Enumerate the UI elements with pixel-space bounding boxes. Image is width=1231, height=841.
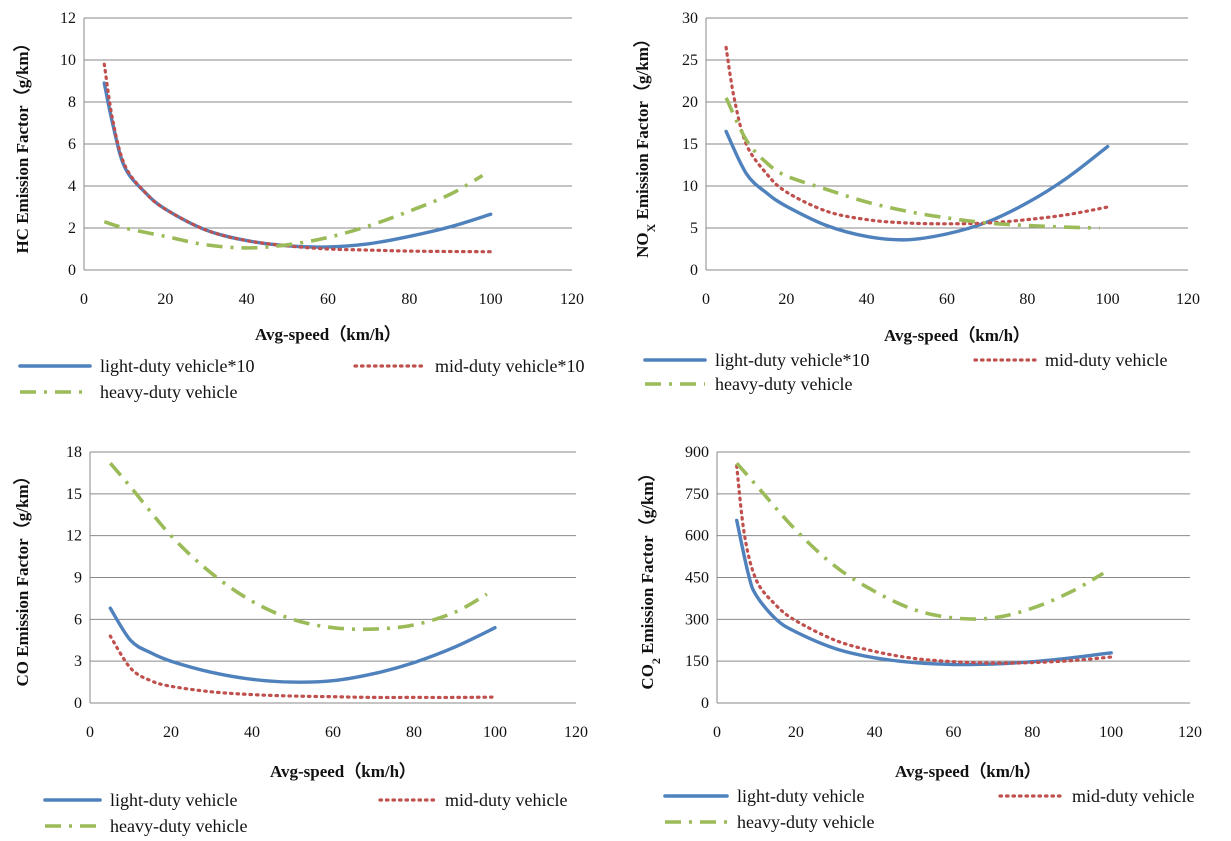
y-tick-label: 4 — [68, 178, 76, 195]
legend-label: mid-duty vehicle — [445, 790, 567, 810]
x-tick-label: 40 — [859, 291, 875, 308]
series-line-dotted — [102, 62, 493, 254]
legend-label: light-duty vehicle*10 — [100, 356, 254, 376]
y-tick-label: 12 — [60, 10, 76, 27]
x-tick-label: 20 — [778, 291, 794, 308]
y-tick-label: 25 — [682, 52, 698, 69]
y-axis-title: CO2 Emission Factor（g/km） — [637, 464, 663, 689]
series-line-solid — [735, 518, 1113, 667]
y-tick-label: 150 — [685, 653, 709, 670]
y-axis-title-part: NO — [633, 232, 652, 258]
x-tick-label: 100 — [483, 724, 507, 741]
y-tick-label: 20 — [682, 94, 698, 111]
x-tick-label: 80 — [406, 724, 422, 741]
y-tick-label: 30 — [682, 10, 698, 27]
legend-label: heavy-duty vehicle — [110, 816, 247, 836]
y-tick-label: 18 — [66, 444, 82, 461]
y-tick-label: 12 — [66, 528, 82, 545]
x-axis-title: Avg-speed（km/h） — [895, 761, 1041, 781]
y-tick-label: 0 — [68, 262, 76, 279]
chart-co: 0 3 6 9 12 15 18 0 20 40 60 80 100 120 Avg-speed（km/h）… — [12, 444, 588, 836]
y-tick-label: 0 — [690, 262, 698, 279]
series-line-solid — [108, 606, 497, 684]
x-tick-label: 20 — [157, 291, 173, 308]
y-axis-title: CO Emission Factor（g/km） — [12, 467, 32, 686]
y-tick-label: 8 — [68, 94, 76, 111]
y-axis-title: HC Emission Factor（g/km） — [12, 34, 32, 253]
x-tick-label: 120 — [564, 724, 588, 741]
x-tick-label: 120 — [1176, 291, 1200, 308]
chart-co2: 0 150 300 450 600 750 900 0 20 40 60 80 100 120 Avg-sp… — [637, 444, 1202, 832]
y-axis-title-rest: Emission Factor（g/km） — [637, 464, 657, 658]
x-tick-label: 60 — [946, 724, 962, 741]
series-line-solid — [102, 81, 493, 249]
x-tick-label: 40 — [239, 291, 255, 308]
legend-label: mid-duty vehicle — [1045, 350, 1167, 370]
y-tick-label: 10 — [682, 178, 698, 195]
y-axis-title-part: CO — [638, 664, 657, 690]
series-line-dotted — [724, 45, 1110, 226]
x-tick-label: 80 — [401, 291, 417, 308]
series-line-dashdot — [724, 97, 1100, 230]
legend-label: light-duty vehicle*10 — [715, 350, 869, 370]
y-axis-title-subscript: 2 — [649, 658, 663, 664]
y-tick-label: 750 — [685, 486, 709, 503]
y-tick-label: 2 — [68, 220, 76, 237]
y-tick-label: 600 — [685, 528, 709, 545]
x-axis-title: Avg-speed（km/h） — [255, 324, 401, 344]
y-tick-label: 0 — [701, 695, 709, 712]
x-tick-label: 80 — [1019, 291, 1035, 308]
series-line-dashdot — [735, 462, 1105, 621]
y-axis-title-subscript: X — [644, 223, 658, 232]
x-tick-label: 100 — [1099, 724, 1123, 741]
legend-label: light-duty vehicle — [737, 786, 864, 806]
x-tick-label: 20 — [163, 724, 179, 741]
y-tick-label: 10 — [60, 52, 76, 69]
y-tick-label: 3 — [74, 653, 82, 670]
y-tick-label: 5 — [690, 220, 698, 237]
y-tick-label: 15 — [66, 486, 82, 503]
series-line-dashdot — [108, 462, 488, 632]
legend-label: mid-duty vehicle — [1072, 786, 1194, 806]
y-tick-label: 0 — [74, 695, 82, 712]
x-tick-label: 60 — [939, 291, 955, 308]
y-tick-label: 9 — [74, 570, 82, 587]
legend-label: mid-duty vehicle*10 — [435, 356, 584, 376]
x-tick-label: 100 — [1096, 291, 1120, 308]
y-tick-label: 900 — [685, 444, 709, 461]
x-tick-label: 80 — [1024, 724, 1040, 741]
y-tick-label: 6 — [68, 136, 76, 153]
x-tick-label: 60 — [320, 291, 336, 308]
x-tick-label: 0 — [80, 291, 88, 308]
legend-label: heavy-duty vehicle — [715, 374, 852, 394]
x-tick-label: 120 — [1178, 724, 1202, 741]
series-line-dotted — [735, 464, 1113, 665]
chart-nox: 0 5 10 15 20 25 30 0 20 40 60 80 100 120 Avg-speed（km/… — [632, 10, 1200, 394]
legend-label: heavy-duty vehicle — [100, 382, 237, 402]
x-tick-label: 0 — [713, 724, 721, 741]
x-axis-title: Avg-speed（km/h） — [270, 761, 416, 781]
x-tick-label: 40 — [244, 724, 260, 741]
series-line-solid — [724, 129, 1110, 242]
x-tick-label: 60 — [325, 724, 341, 741]
series-line-dotted — [108, 634, 497, 700]
y-tick-label: 6 — [74, 611, 82, 628]
y-tick-label: 300 — [685, 611, 709, 628]
legend-label: heavy-duty vehicle — [737, 812, 874, 832]
x-tick-label: 20 — [788, 724, 804, 741]
y-axis-title-rest: Emission Factor（g/km） — [632, 30, 652, 224]
x-tick-label: 0 — [86, 724, 94, 741]
y-axis-title: NOX Emission Factor（g/km） — [632, 30, 658, 258]
x-tick-label: 40 — [867, 724, 883, 741]
legend-label: light-duty vehicle — [110, 790, 237, 810]
y-tick-label: 15 — [682, 136, 698, 153]
x-tick-label: 0 — [702, 291, 710, 308]
y-tick-label: 450 — [685, 570, 709, 587]
series-line-dashdot — [103, 173, 484, 250]
x-axis-title: Avg-speed（km/h） — [884, 325, 1030, 345]
x-tick-label: 120 — [560, 291, 584, 308]
x-tick-label: 100 — [479, 291, 503, 308]
